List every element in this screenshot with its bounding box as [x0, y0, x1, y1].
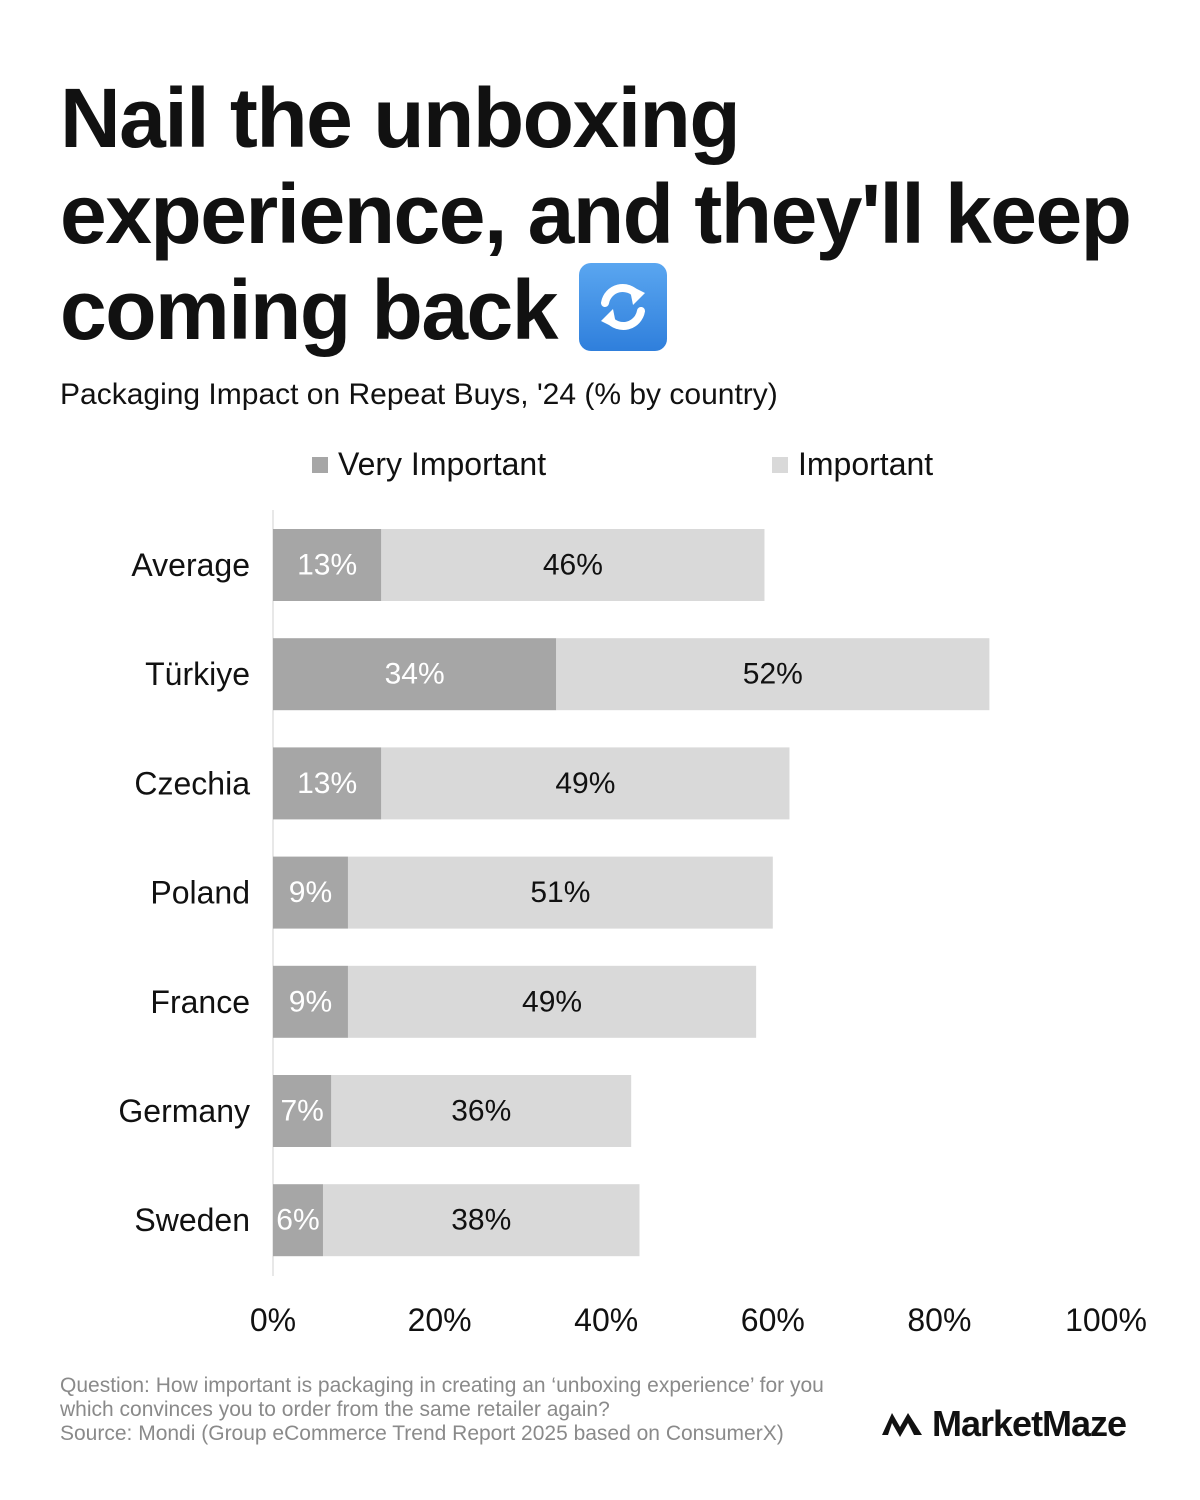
- data-label-very-important: 13%: [297, 767, 357, 800]
- data-label-very-important: 13%: [297, 549, 357, 582]
- chart-footnote: Question: How important is packaging in …: [60, 1374, 880, 1446]
- bar-important: [381, 747, 790, 820]
- bar-very-important: [273, 638, 557, 711]
- category-label: Average: [131, 547, 250, 583]
- data-label-very-important: 9%: [289, 985, 332, 1018]
- bar-very-important: [273, 856, 348, 929]
- brand-logo: MarketMaze: [880, 1398, 1127, 1450]
- bar-important: [347, 965, 757, 1038]
- legend-label-very-important: Very Important: [338, 446, 547, 482]
- bar-very-important: [273, 529, 382, 601]
- x-tick-label: 0%: [250, 1302, 296, 1338]
- legend-item-very-important: Very Important: [312, 446, 546, 483]
- x-tick-label: 20%: [408, 1302, 472, 1338]
- source-note: Source: Mondi (Group eCommerce Trend Rep…: [60, 1422, 784, 1445]
- data-label-very-important: 9%: [289, 876, 332, 909]
- bar-very-important: [273, 965, 348, 1038]
- legend-swatch-very-important: [312, 456, 328, 473]
- category-label: Germany: [118, 1093, 250, 1129]
- chart-subtitle: Packaging Impact on Repeat Buys, '24 (% …: [60, 378, 778, 411]
- bar-important: [322, 1184, 640, 1257]
- x-tick-label: 80%: [907, 1302, 971, 1338]
- marketmaze-logo-icon: [882, 1413, 922, 1437]
- data-label-important: 36%: [451, 1095, 511, 1128]
- bar-very-important: [273, 747, 382, 820]
- data-label-very-important: 6%: [276, 1204, 319, 1237]
- category-label: Poland: [150, 875, 250, 911]
- brand-name: MarketMaze: [932, 1403, 1127, 1444]
- counterclockwise-arrows-icon: [578, 263, 667, 351]
- bar-important: [556, 638, 990, 711]
- x-tick-label: 60%: [741, 1302, 805, 1338]
- title-text: Nail the unboxing experience, and they'l…: [60, 71, 1132, 357]
- bar-very-important: [273, 1184, 323, 1257]
- data-label-important: 49%: [522, 985, 582, 1018]
- data-label-important: 38%: [451, 1204, 511, 1237]
- category-label: France: [150, 984, 250, 1020]
- category-label: Sweden: [134, 1202, 250, 1238]
- legend-label-important: Important: [798, 446, 934, 482]
- data-label-very-important: 7%: [280, 1095, 323, 1128]
- x-tick-label: 100%: [1065, 1302, 1147, 1338]
- data-label-important: 46%: [543, 549, 603, 582]
- category-label: Czechia: [134, 765, 250, 801]
- category-label: Türkiye: [145, 656, 250, 692]
- x-tick-label: 40%: [574, 1302, 638, 1338]
- bar-important: [347, 856, 773, 929]
- data-label-very-important: 34%: [385, 658, 445, 691]
- bar-important: [331, 1075, 632, 1147]
- legend-swatch-important: [772, 456, 788, 473]
- data-label-important: 49%: [555, 767, 615, 800]
- question-note: Question: How important is packaging in …: [60, 1374, 824, 1421]
- data-label-important: 52%: [743, 658, 803, 691]
- stacked-bar-chart: Average 13% 46% Türkiye 34% 52% Czechia 13% 49% P…: [118, 510, 1147, 1338]
- bar-very-important: [273, 1075, 332, 1147]
- page-title: Nail the unboxing experience, and they'l…: [60, 70, 1160, 358]
- bar-important: [381, 529, 765, 601]
- data-label-important: 51%: [530, 876, 590, 909]
- legend-item-important: Important: [772, 446, 933, 483]
